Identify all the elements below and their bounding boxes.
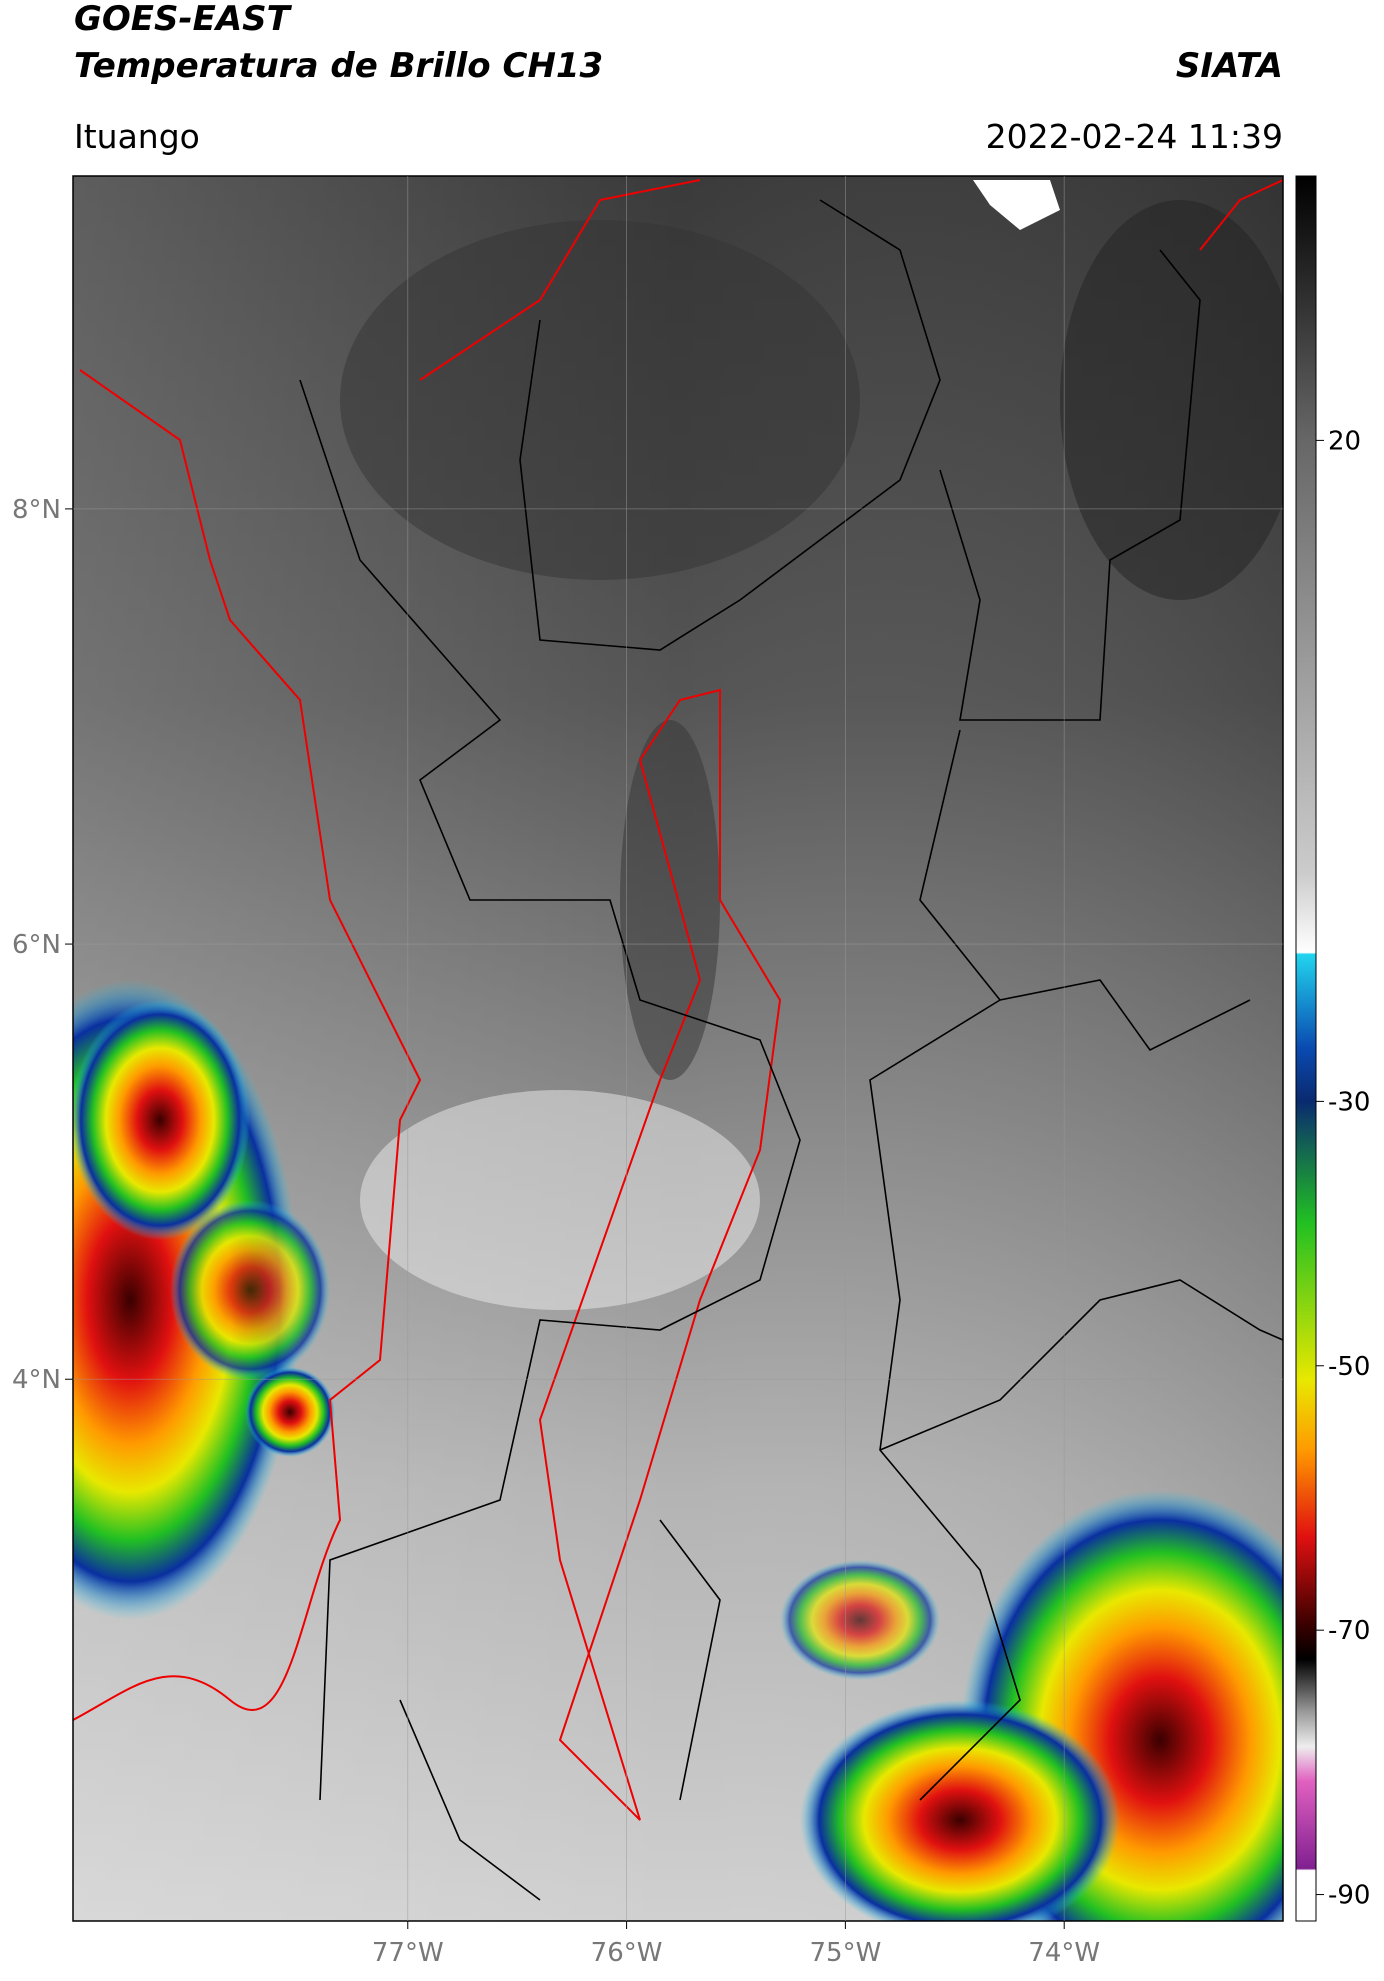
brand: SIATA (1176, 46, 1283, 86)
satellite-image (73, 176, 1283, 1921)
x-tick-label: 75°W (809, 1938, 881, 1968)
colorbar-tick-label: -70 (1328, 1616, 1370, 1646)
colorbar-tick-label: 20 (1328, 426, 1361, 456)
subtitle: Temperatura de Brillo CH13 (74, 46, 603, 86)
colorbar-tick-label: -50 (1328, 1352, 1370, 1382)
x-tick-label: 77°W (372, 1938, 444, 1968)
x-tick-label: 74°W (1028, 1938, 1100, 1968)
y-tick-label: 8°N (12, 495, 61, 525)
y-tick-label: 6°N (12, 930, 61, 960)
map-frame (72, 175, 1284, 1922)
title: GOES-EAST (74, 0, 293, 39)
colorbar-tick-label: -90 (1328, 1881, 1370, 1911)
colorbar-tick-label: -30 (1328, 1087, 1370, 1117)
datetime: 2022-02-24 11:39 (986, 117, 1283, 156)
colorbar (1295, 175, 1317, 1922)
y-tick-label: 4°N (12, 1365, 61, 1395)
place: Ituango (74, 117, 200, 156)
x-tick-label: 76°W (591, 1938, 663, 1968)
